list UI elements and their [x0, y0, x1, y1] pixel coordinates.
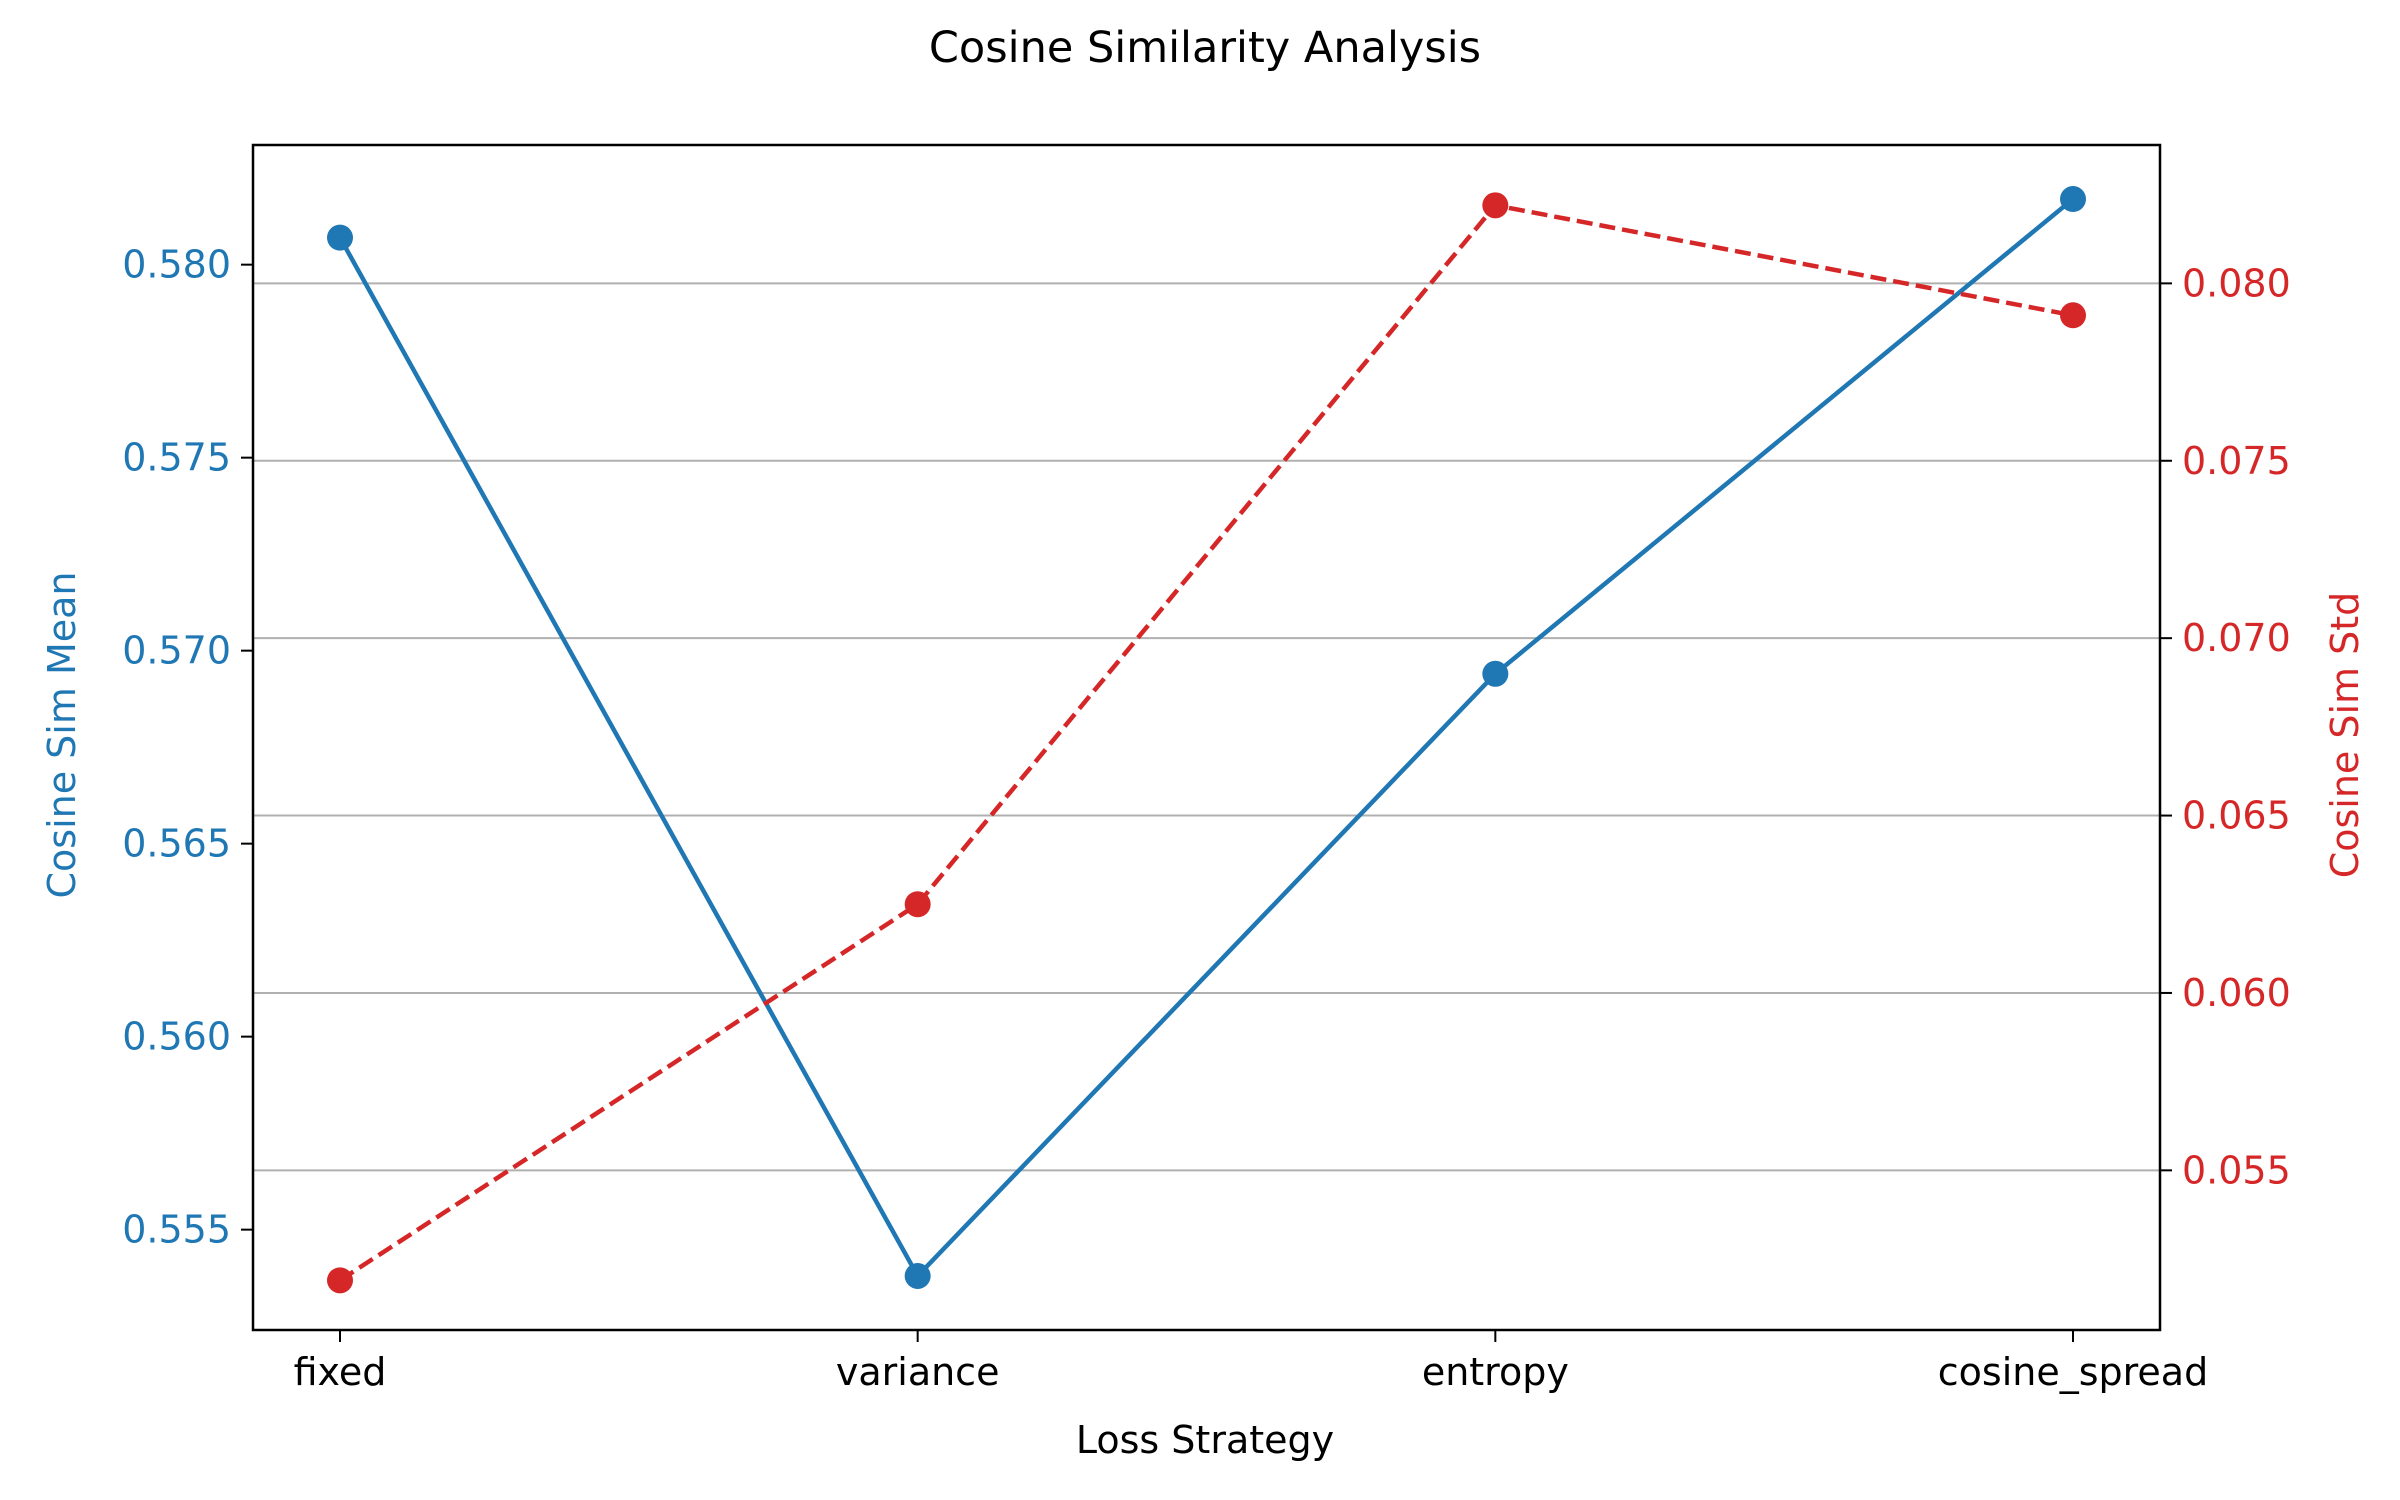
x-tick-label: fixed — [294, 1350, 387, 1394]
data-point-right — [904, 891, 931, 918]
y-axis-left-label: Cosine Sim Mean — [40, 572, 84, 899]
plot-series — [327, 186, 2086, 1294]
data-point-left — [2060, 186, 2086, 213]
grid-lines — [253, 282, 2160, 1172]
y-right-tick-label: 0.060 — [2182, 971, 2291, 1015]
chart-title: Cosine Similarity Analysis — [929, 23, 1481, 73]
y-left-tick-label: 0.570 — [122, 629, 231, 673]
series-line-left — [338, 197, 2075, 1279]
y-left-tick-label: 0.555 — [122, 1208, 231, 1252]
y-left-tick-label: 0.565 — [122, 822, 231, 866]
x-tick-label: cosine_spread — [1938, 1350, 2208, 1394]
x-axis-label: Loss Strategy — [1076, 1418, 1334, 1462]
x-tick-label: variance — [836, 1350, 1000, 1394]
y-axis-right-label: Cosine Sim Std — [2323, 592, 2367, 879]
y-axis-right: 0.055 0.060 0.065 0.070 0.075 0.080 — [2160, 261, 2291, 1192]
x-tick-label: entropy — [1422, 1350, 1569, 1394]
y-right-tick-label: 0.075 — [2182, 439, 2291, 483]
y-right-tick-label: 0.070 — [2182, 616, 2291, 660]
y-right-tick-label: 0.055 — [2182, 1148, 2291, 1192]
y-left-tick-label: 0.580 — [122, 243, 231, 287]
data-point-right — [1482, 192, 1509, 219]
y-right-tick-label: 0.065 — [2182, 794, 2291, 838]
data-point-right — [327, 1267, 353, 1294]
y-left-tick-label: 0.560 — [122, 1015, 231, 1059]
y-axis-left: 0.555 0.560 0.565 0.570 0.575 0.580 — [122, 243, 253, 1252]
y-right-tick-label: 0.080 — [2182, 261, 2291, 305]
data-point-left — [327, 224, 353, 251]
data-point-left — [904, 1262, 931, 1289]
x-axis: fixed variance entropy cosine_spread — [294, 1330, 2208, 1394]
plot-frame — [251, 143, 2162, 1332]
y-left-tick-label: 0.575 — [122, 436, 231, 480]
data-point-right — [2060, 302, 2086, 329]
data-point-left — [1482, 660, 1509, 687]
series-line-right — [338, 203, 2074, 1283]
